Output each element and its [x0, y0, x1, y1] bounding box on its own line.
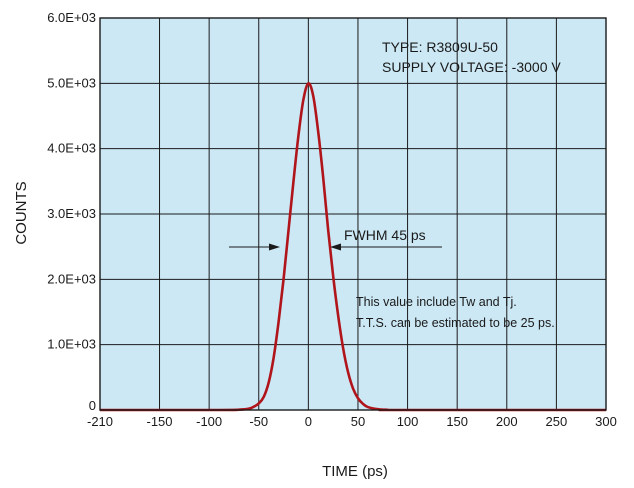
fwhm-left-arrow [229, 243, 280, 251]
y-tick-label: 3.0E+03 [47, 206, 96, 221]
x-tick-label: -100 [196, 414, 222, 429]
y-tick-label: 4.0E+03 [47, 141, 96, 156]
x-tick-label: 100 [397, 414, 419, 429]
x-tick-label: 250 [546, 414, 568, 429]
annotation-note-line2: T.T.S. can be estimated to be 25 ps. [356, 316, 555, 330]
x-tick-label: 300 [595, 414, 617, 429]
annotation-fwhm: FWHM 45 ps [344, 227, 426, 243]
x-tick-label: 150 [446, 414, 468, 429]
x-tick-label: 50 [351, 414, 365, 429]
y-tick-label: 6.0E+03 [47, 10, 96, 25]
annotation-type: TYPE: R3809U-50 [382, 39, 498, 55]
x-tick-label: -150 [147, 414, 173, 429]
counts-curve [100, 82, 606, 412]
x-tick-label: 0 [305, 414, 312, 429]
y-tick-label: 2.0E+03 [47, 271, 96, 286]
x-tick-label: 200 [496, 414, 518, 429]
y-tick-label: 5.0E+03 [47, 75, 96, 90]
x-axis-tick-labels: -210 -150 -100 -50 0 50 100 150 200 250 300 [87, 414, 617, 429]
annotation-note-line1: This value include Tw and Tj. [356, 295, 517, 309]
x-tick-label: -50 [249, 414, 268, 429]
x-tick-label: -210 [87, 414, 113, 429]
y-tick-label: 0 [89, 398, 96, 413]
fwhm-right-arrow [330, 243, 442, 251]
plot-frame [99, 17, 607, 411]
x-axis-title: TIME (ps) [322, 463, 388, 480]
annotation-supply-voltage: SUPPLY VOLTAGE: -3000 V [382, 59, 561, 75]
y-tick-label: 1.0E+03 [47, 337, 96, 352]
horizontal-gridlines [100, 82, 606, 346]
y-axis-tick-labels: 0 1.0E+03 2.0E+03 3.0E+03 4.0E+03 5.0E+03 6.0E… [47, 10, 96, 413]
y-axis-title: COUNTS [13, 181, 30, 244]
